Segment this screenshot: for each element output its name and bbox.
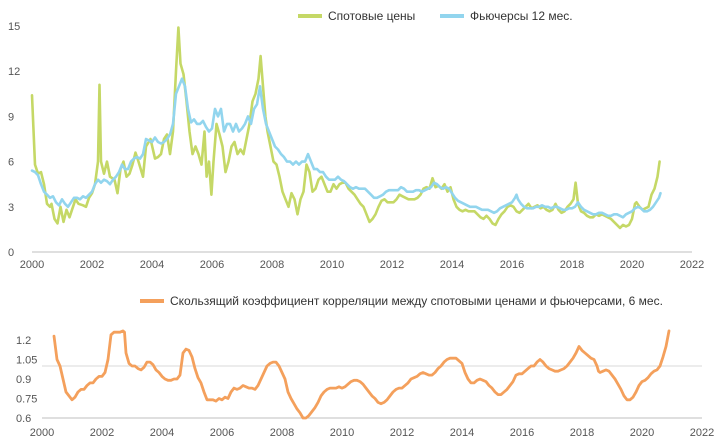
top-x-tick-label: 2018 [560,259,584,271]
bottom-legend: Скользящий коэффициент корреляции между … [140,294,663,308]
bot-x-tick-label: 2010 [330,427,354,439]
bot-y-tick-label: 1.05 [16,355,37,367]
top-y-tick-label: 6 [8,157,14,169]
series-line-spot [30,26,661,230]
top-x-tick-label: 2002 [80,259,104,271]
bot-y-tick-label: 0.6 [16,413,31,425]
top-x-ticks: 2000 2002 2004 2006 2008 2010 2012 2014 2016 2018… [20,259,704,271]
top-legend: Спотовые цены Фьючерсы 12 мес. [298,9,573,23]
bot-x-tick-label: 2022 [690,427,714,439]
correlation-chart: 0.60.750.91.051.2 2000 2002 2004 2006 2008 20… [16,294,714,439]
bottom-series-lines [52,329,671,420]
top-x-tick-label: 2008 [260,259,284,271]
spot-futures-chart: 0 3 6 9 12 15 2000 2002 2004 2006 2008 2010 2012 201… [8,9,704,271]
bot-x-tick-label: 2020 [630,427,654,439]
bot-x-tick-label: 2004 [150,427,174,439]
top-y-tick-label: 12 [8,66,20,78]
bot-x-tick-label: 2008 [270,427,294,439]
top-x-tick-label: 2014 [440,259,464,271]
top-y-tick-label: 15 [8,21,20,33]
bot-x-tick-label: 2002 [90,427,114,439]
bottom-x-ticks: 2000 2002 2004 2006 2008 2010 2012 2014 2016 2018… [30,427,714,439]
bot-y-tick-label: 0.9 [16,374,31,386]
top-y-ticks: 0 3 6 9 12 15 [8,21,20,259]
top-x-tick-label: 2012 [380,259,404,271]
legend-label-correlation: Скользящий коэффициент корреляции между … [170,294,663,308]
legend-label-futures: Фьючерсы 12 мес. [470,9,573,23]
bottom-y-ticks: 0.6 0.75 0.9 1.05 1.2 [16,335,37,425]
bot-x-tick-label: 2000 [30,427,54,439]
top-x-tick-label: 2000 [20,259,44,271]
bot-y-tick-label: 1.2 [16,335,31,347]
bot-y-tick-label: 0.75 [16,394,37,406]
top-series-lines [30,26,662,230]
top-x-tick-label: 2006 [200,259,224,271]
bot-x-tick-label: 2006 [210,427,234,439]
top-x-tick-label: 2020 [620,259,644,271]
bot-x-tick-label: 2012 [390,427,414,439]
bot-x-tick-label: 2016 [510,427,534,439]
top-x-tick-label: 2022 [680,259,704,271]
series-line-futures [30,77,662,219]
top-y-tick-label: 3 [8,202,14,214]
bot-x-tick-label: 2018 [570,427,594,439]
top-x-tick-label: 2010 [320,259,344,271]
bot-x-tick-label: 2014 [450,427,474,439]
top-x-tick-label: 2016 [500,259,524,271]
top-x-tick-label: 2004 [140,259,164,271]
top-y-tick-label: 0 [8,247,14,259]
legend-label-spot: Спотовые цены [328,9,415,23]
series-line-correlation [52,329,671,420]
top-y-tick-label: 9 [8,111,14,123]
